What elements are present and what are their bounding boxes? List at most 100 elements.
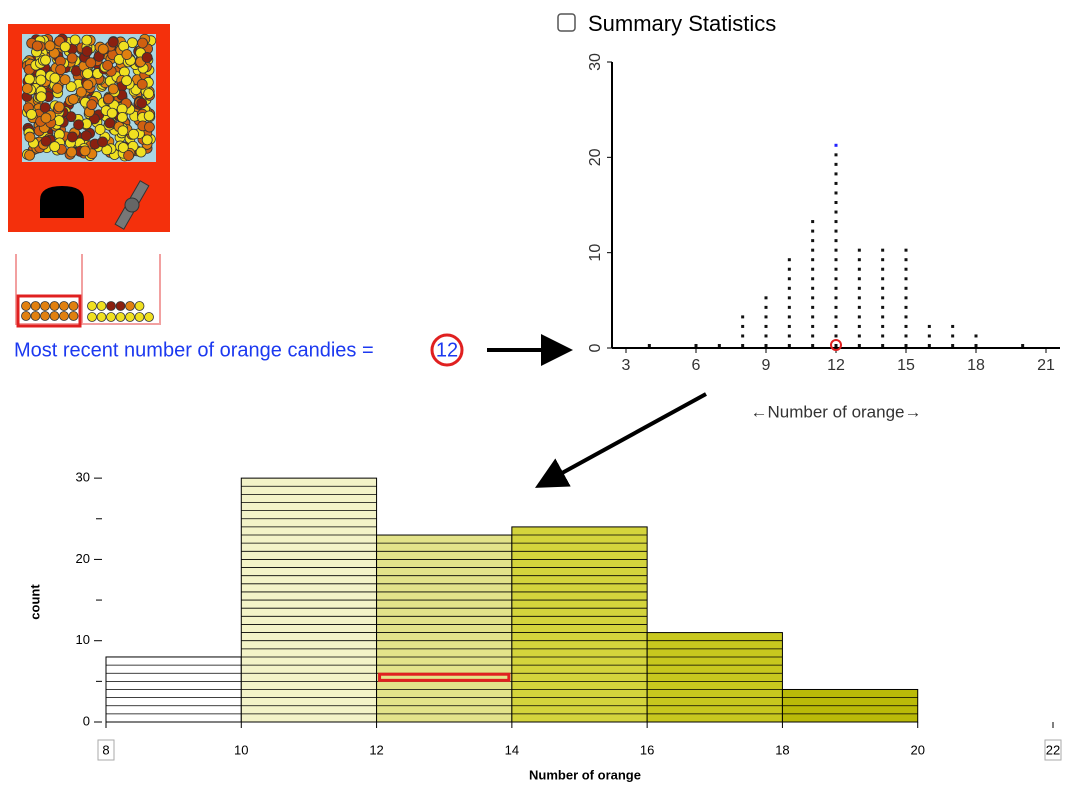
dot bbox=[834, 277, 838, 281]
y-tick-label: 30 bbox=[587, 53, 604, 71]
x-tick-label: 12 bbox=[369, 742, 383, 757]
candy bbox=[82, 79, 94, 91]
dot bbox=[741, 344, 745, 347]
bar-fill bbox=[646, 632, 783, 723]
x-tick-label: 18 bbox=[967, 357, 985, 374]
dot bbox=[834, 305, 838, 309]
candy bbox=[87, 301, 97, 311]
candy bbox=[134, 301, 145, 311]
dot bbox=[811, 248, 815, 252]
dot bbox=[811, 277, 815, 281]
dot-column bbox=[857, 248, 861, 347]
candy bbox=[106, 312, 116, 322]
dot bbox=[904, 344, 908, 347]
candy bbox=[40, 54, 51, 66]
candy bbox=[49, 311, 60, 321]
candy bbox=[123, 150, 134, 161]
dot bbox=[694, 344, 698, 347]
dot bbox=[904, 296, 908, 300]
dot-column bbox=[834, 143, 838, 347]
dot bbox=[881, 267, 885, 271]
summary-label[interactable]: Summary Statistics bbox=[588, 11, 776, 36]
candy bbox=[80, 130, 92, 142]
recent-value: 12 bbox=[436, 339, 458, 361]
candy bbox=[21, 311, 31, 321]
dot bbox=[811, 334, 815, 338]
dot bbox=[834, 229, 838, 233]
bar bbox=[376, 534, 513, 723]
candy bbox=[96, 301, 107, 311]
dot bbox=[1021, 344, 1025, 347]
candy bbox=[59, 74, 71, 85]
y-tick-label: 10 bbox=[587, 244, 604, 262]
dot bbox=[881, 258, 885, 262]
x-tick-label: 15 bbox=[897, 357, 915, 374]
dot bbox=[857, 324, 861, 328]
dot bbox=[764, 344, 768, 347]
dot-column bbox=[811, 220, 815, 347]
candy bbox=[52, 82, 63, 94]
dot bbox=[881, 296, 885, 300]
dot bbox=[927, 344, 931, 347]
dot bbox=[834, 172, 838, 176]
dot bbox=[787, 315, 791, 319]
dot bbox=[811, 324, 815, 328]
dot bbox=[811, 267, 815, 271]
candy bbox=[116, 111, 128, 123]
crank bbox=[114, 180, 150, 230]
dot bbox=[787, 305, 791, 309]
candy bbox=[135, 146, 147, 158]
dot bbox=[787, 277, 791, 281]
dot bbox=[904, 324, 908, 328]
candy bbox=[121, 49, 133, 60]
candy bbox=[125, 301, 135, 311]
dot bbox=[904, 267, 908, 271]
dot-column bbox=[904, 248, 908, 347]
x-tick-label: 18 bbox=[775, 742, 789, 757]
dot bbox=[857, 305, 861, 309]
candy bbox=[40, 112, 52, 124]
candy bbox=[141, 52, 153, 63]
candy bbox=[53, 101, 65, 113]
candy bbox=[67, 131, 78, 143]
candy bbox=[115, 312, 126, 322]
y-axis-label: count bbox=[27, 584, 42, 620]
candy bbox=[96, 312, 107, 322]
candy bbox=[106, 107, 118, 119]
y-tick-label: 0 bbox=[83, 713, 90, 728]
x-tick-label: 20 bbox=[910, 742, 924, 757]
bar bbox=[646, 632, 783, 723]
candy bbox=[31, 40, 43, 52]
dot bbox=[881, 324, 885, 328]
dot bbox=[834, 258, 838, 262]
x-tick-label: 6 bbox=[692, 357, 701, 374]
checkbox[interactable] bbox=[557, 13, 576, 32]
dot bbox=[764, 305, 768, 309]
candy bbox=[30, 311, 41, 321]
dot bbox=[974, 334, 978, 338]
candy bbox=[128, 128, 140, 140]
x-axis-label: Number of orange bbox=[529, 767, 641, 782]
candy bbox=[73, 119, 84, 131]
candy bbox=[136, 78, 148, 90]
candy bbox=[49, 72, 61, 84]
bar bbox=[105, 656, 242, 723]
x-tick-label: 9 bbox=[762, 357, 771, 374]
candy bbox=[59, 41, 71, 53]
dot bbox=[787, 296, 791, 300]
candy bbox=[49, 141, 61, 152]
candy bbox=[68, 311, 79, 321]
candy bbox=[66, 52, 78, 64]
dot bbox=[811, 229, 815, 233]
dot bbox=[951, 334, 955, 338]
candy bbox=[75, 86, 87, 98]
candy bbox=[65, 111, 77, 123]
dot bbox=[787, 267, 791, 271]
candy bbox=[125, 312, 135, 322]
dot bbox=[857, 334, 861, 338]
dot bbox=[904, 258, 908, 262]
x-tick-label: 14 bbox=[505, 742, 519, 757]
dot bbox=[904, 315, 908, 319]
candy bbox=[85, 57, 97, 69]
